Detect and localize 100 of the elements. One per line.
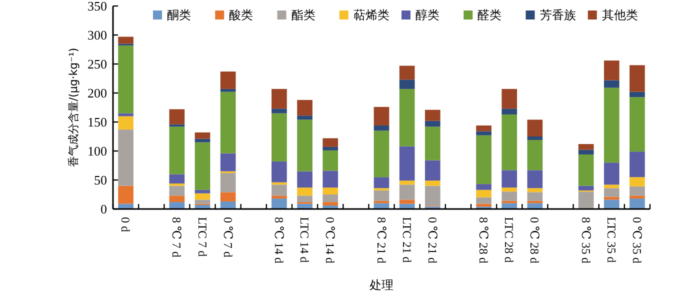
bar xyxy=(527,192,543,201)
bar xyxy=(630,177,645,186)
bar xyxy=(169,126,185,174)
bar xyxy=(502,108,518,114)
bar xyxy=(169,109,185,124)
x-tick-label: 0 ℃ 7 d xyxy=(220,217,235,258)
x-tick-label: 8 ℃ 21 d xyxy=(374,217,388,264)
x-tick-label: 0 d xyxy=(118,217,133,232)
bar xyxy=(272,161,287,182)
x-tick-label: LTC 21 d xyxy=(400,217,414,263)
bar xyxy=(630,198,645,209)
bar xyxy=(630,65,645,92)
bar xyxy=(527,170,543,188)
bar xyxy=(604,200,620,209)
bar xyxy=(272,184,287,196)
bar xyxy=(502,88,518,109)
bar xyxy=(194,132,210,139)
bar xyxy=(424,180,440,186)
y-tick-label: 250 xyxy=(88,56,107,72)
bar xyxy=(374,190,390,201)
legend-label: 酮类 xyxy=(167,8,191,22)
bar xyxy=(527,140,543,170)
y-tick-label: 50 xyxy=(94,172,107,188)
bar xyxy=(424,186,440,206)
bar xyxy=(272,108,287,114)
bar xyxy=(220,173,236,192)
bar xyxy=(630,196,645,199)
bar xyxy=(272,198,287,209)
y-tick-label: 300 xyxy=(88,28,107,43)
x-tick-label: 0 ℃ 28 d xyxy=(528,217,542,264)
bar xyxy=(502,188,518,192)
legend-label: 酯类 xyxy=(291,8,316,22)
legend-label: 其他类 xyxy=(602,8,638,22)
bar xyxy=(374,106,390,126)
bar xyxy=(322,146,338,150)
bar xyxy=(578,150,594,154)
x-tick-label: LTC 14 d xyxy=(298,217,312,263)
bar xyxy=(220,192,236,202)
x-tick-label: 8 ℃ 7 d xyxy=(170,217,184,258)
bar xyxy=(374,177,390,188)
bar xyxy=(476,135,492,184)
bar xyxy=(476,190,492,198)
bar xyxy=(194,142,210,190)
bar xyxy=(297,171,312,188)
bar xyxy=(169,202,185,209)
bar xyxy=(424,110,440,121)
bar xyxy=(118,36,134,44)
bar xyxy=(169,183,185,186)
bar xyxy=(272,196,287,199)
bar xyxy=(527,188,543,192)
bar xyxy=(118,130,134,186)
x-tick-label: 0 ℃ 35 d xyxy=(630,217,644,264)
x-tick-label: LTC 28 d xyxy=(502,217,516,263)
bar xyxy=(502,170,518,188)
x-tick-label: LTC 35 d xyxy=(604,217,618,263)
legend-label: 醇类 xyxy=(416,8,440,22)
bar xyxy=(399,184,415,200)
bar xyxy=(297,188,312,196)
x-axis-title: 处理 xyxy=(370,278,394,292)
bar xyxy=(322,202,338,206)
bar xyxy=(424,120,440,127)
bar xyxy=(630,92,645,98)
bar xyxy=(322,150,338,171)
bar xyxy=(604,80,620,88)
bar xyxy=(399,180,415,185)
legend-label: 芳香族 xyxy=(540,8,576,22)
bar xyxy=(604,162,620,185)
bar xyxy=(297,120,312,172)
y-tick-label: 0 xyxy=(100,202,107,217)
bar xyxy=(604,60,620,80)
bar xyxy=(220,72,236,89)
bar xyxy=(630,152,645,178)
bar xyxy=(502,114,518,170)
bar xyxy=(424,126,440,160)
bar xyxy=(322,170,338,188)
bar xyxy=(322,188,338,194)
y-tick-label: 150 xyxy=(88,114,107,130)
bar xyxy=(476,197,492,204)
bar xyxy=(399,80,415,89)
legend-label: 萜烯类 xyxy=(353,8,390,22)
bar xyxy=(272,88,287,109)
bar xyxy=(630,186,645,196)
bar xyxy=(399,146,415,181)
legend-label: 醛类 xyxy=(478,8,502,22)
bar xyxy=(169,196,185,202)
y-tick-label: 100 xyxy=(88,144,107,159)
bar xyxy=(220,201,236,209)
bar xyxy=(118,116,134,130)
legend-label: 酸类 xyxy=(229,8,254,22)
bar xyxy=(220,92,236,154)
bar xyxy=(630,97,645,152)
bar xyxy=(502,192,518,201)
y-tick-label: 350 xyxy=(88,0,107,14)
bar xyxy=(194,138,210,142)
bar xyxy=(220,88,236,92)
x-tick-label: LTC 7 d xyxy=(195,217,210,257)
bar xyxy=(399,200,415,204)
bar xyxy=(297,116,312,120)
bar xyxy=(604,188,620,197)
bar xyxy=(578,154,594,186)
